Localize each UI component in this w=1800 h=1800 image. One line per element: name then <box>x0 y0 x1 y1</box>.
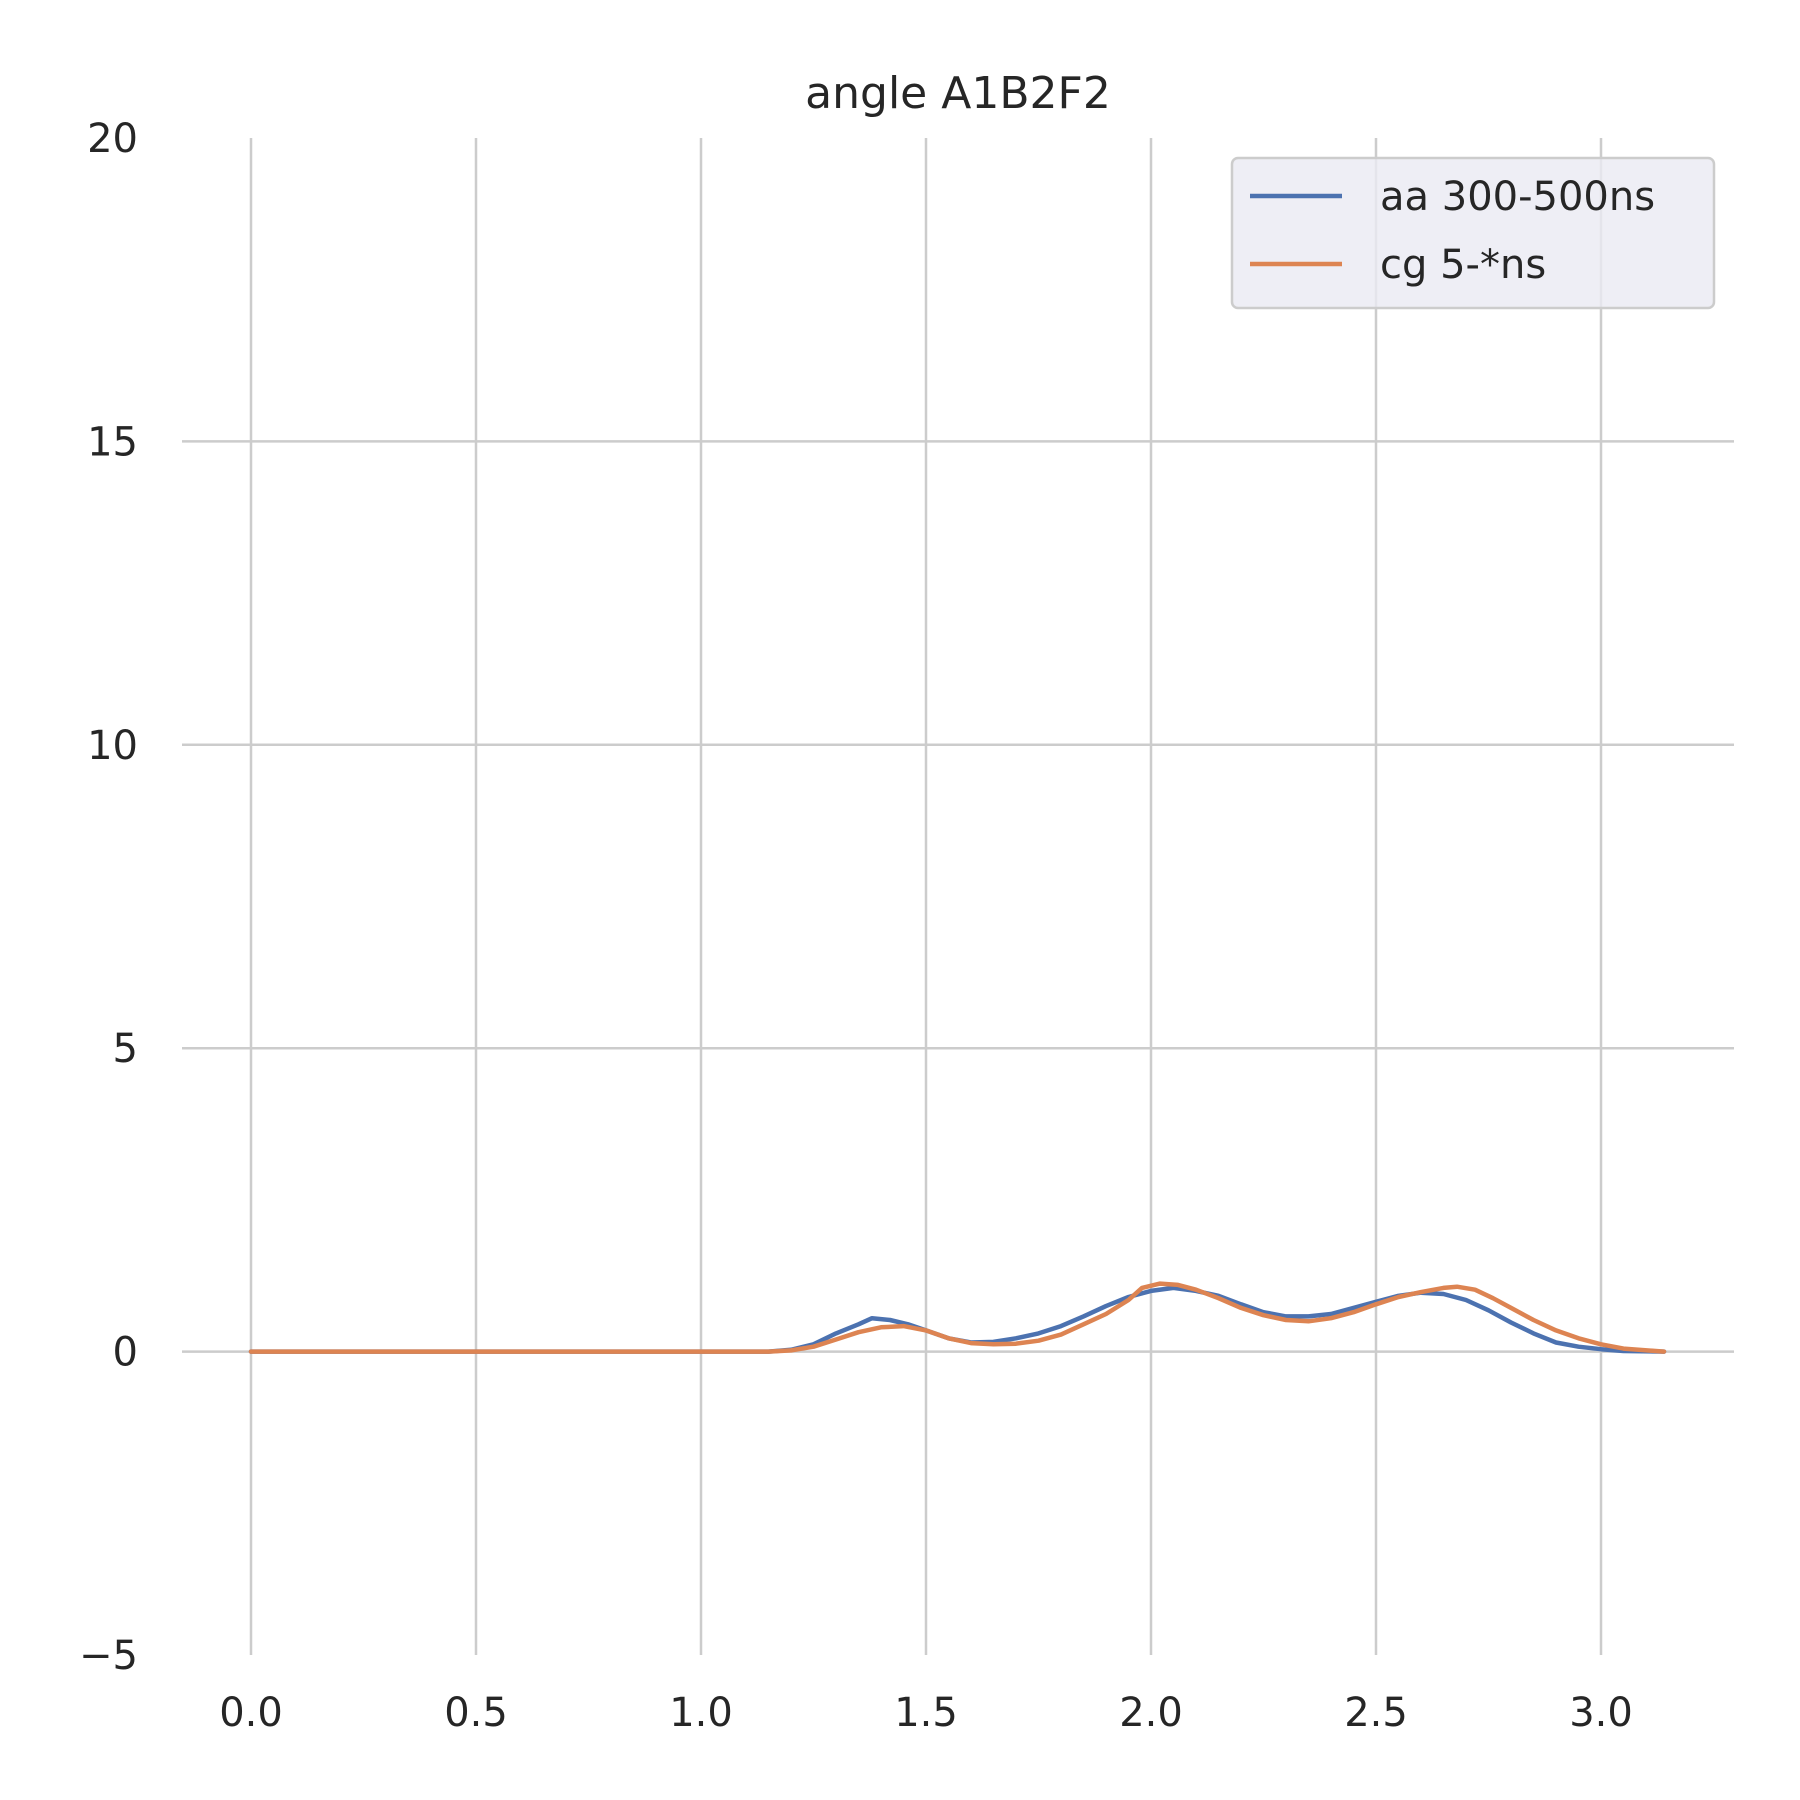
series-line-1 <box>248 1281 1667 1354</box>
x-tick-label: 2.0 <box>1119 1690 1183 1736</box>
x-tick-label: 3.0 <box>1569 1690 1633 1736</box>
y-tick-label: 10 <box>87 723 138 769</box>
legend-label-0: aa 300-500ns <box>1380 174 1655 220</box>
y-tick-label: 0 <box>113 1330 138 1376</box>
chart-title: angle A1B2F2 <box>805 68 1111 119</box>
x-tick-label: 1.0 <box>669 1690 733 1736</box>
series-lines <box>248 1281 1667 1354</box>
legend-box <box>1230 156 1716 310</box>
x-tick-label: 0.0 <box>219 1690 283 1736</box>
grid <box>182 138 1734 1655</box>
legend-label-1: cg 5-*ns <box>1380 242 1546 288</box>
legend: aa 300-500ns cg 5-*ns <box>1230 156 1716 310</box>
y-tick-label: 15 <box>87 419 138 465</box>
y-tick-label: 20 <box>87 116 138 162</box>
x-tick-label: 2.5 <box>1344 1690 1408 1736</box>
y-tick-label: 5 <box>113 1026 138 1072</box>
tick-labels: 0.0 0.5 1.0 1.5 2.0 2.5 3.0 −5 0 5 10 15 20 <box>79 116 1633 1736</box>
x-tick-label: 1.5 <box>894 1690 958 1736</box>
x-tick-label: 0.5 <box>444 1690 508 1736</box>
series-line-0 <box>248 1285 1667 1354</box>
y-tick-label: −5 <box>79 1633 138 1679</box>
